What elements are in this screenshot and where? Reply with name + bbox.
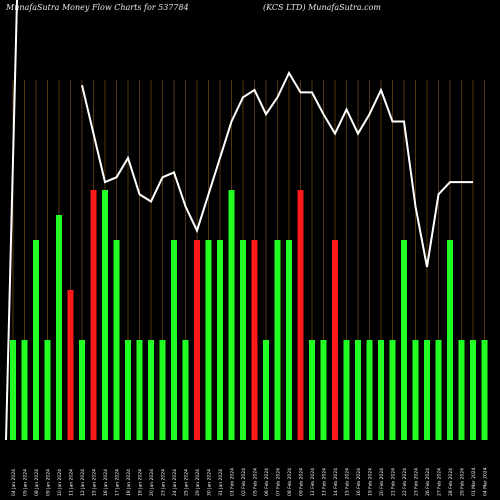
date-label: 12 Feb 2024 bbox=[310, 468, 316, 496]
bar bbox=[67, 290, 74, 440]
bar bbox=[401, 240, 407, 440]
date-label: 23 Jan 2024 bbox=[161, 469, 167, 496]
date-label: 05 Feb 2024 bbox=[253, 468, 259, 496]
bar bbox=[458, 340, 465, 440]
bar bbox=[148, 340, 154, 440]
bar bbox=[240, 240, 246, 440]
date-label: 02 Feb 2024 bbox=[241, 468, 247, 496]
date-label: 16 Jan 2024 bbox=[103, 469, 109, 496]
bar bbox=[286, 240, 292, 440]
date-label: 09 Jan 2024 bbox=[46, 469, 52, 496]
date-label: 08 Feb 2024 bbox=[287, 468, 293, 496]
bar bbox=[217, 240, 223, 440]
bar bbox=[355, 340, 361, 440]
date-label: 29 Feb 2024 bbox=[460, 468, 466, 496]
date-label: 08 Jan 2024 bbox=[34, 469, 40, 496]
date-label: 29 Jan 2024 bbox=[195, 469, 201, 496]
date-label: 25 Jan 2024 bbox=[184, 469, 190, 496]
bar bbox=[481, 340, 488, 440]
date-label: 12 Jan 2024 bbox=[80, 469, 86, 496]
bar bbox=[159, 340, 166, 440]
date-label: 10 Jan 2024 bbox=[57, 469, 63, 496]
bar bbox=[320, 340, 327, 440]
bar bbox=[113, 240, 120, 440]
flow-line bbox=[81, 70, 473, 268]
bar bbox=[79, 340, 85, 440]
bar bbox=[424, 340, 430, 440]
date-label: 04 Mar 2024 bbox=[483, 467, 489, 496]
date-label: 21 Feb 2024 bbox=[391, 468, 397, 496]
date-label: 28 Feb 2024 bbox=[448, 468, 454, 496]
bar bbox=[33, 240, 39, 440]
date-label: 22 Feb 2024 bbox=[402, 468, 408, 496]
date-label: 05 Jan 2024 bbox=[23, 469, 29, 496]
bar bbox=[136, 340, 143, 440]
date-label: 15 Feb 2024 bbox=[345, 468, 351, 496]
bar bbox=[389, 340, 396, 440]
date-label: 11 Jan 2024 bbox=[69, 469, 75, 496]
bar bbox=[378, 340, 384, 440]
date-label: 23 Feb 2024 bbox=[414, 468, 420, 496]
date-label: 07 Feb 2024 bbox=[276, 468, 282, 496]
chart-title: MunafaSutra Money Flow Charts for 537784 bbox=[6, 3, 189, 12]
bar bbox=[90, 190, 97, 440]
date-label: 30 Jan 2024 bbox=[207, 469, 213, 496]
chart-site-title: (KCS LTD) MunafaSutra.com bbox=[263, 3, 381, 12]
date-label: 18 Jan 2024 bbox=[126, 469, 132, 496]
bar bbox=[125, 340, 131, 440]
bar bbox=[205, 240, 212, 440]
date-label: 15 Jan 2024 bbox=[92, 469, 98, 496]
bar bbox=[21, 340, 28, 440]
bar bbox=[447, 240, 453, 440]
date-label: 20 Feb 2024 bbox=[379, 468, 385, 496]
date-label: 04 Jan 2024 bbox=[11, 469, 17, 496]
date-label: 01 Mar 2024 bbox=[471, 467, 477, 496]
date-label: 14 Feb 2024 bbox=[333, 468, 339, 496]
bar bbox=[366, 340, 373, 440]
date-label: 26 Feb 2024 bbox=[425, 468, 431, 496]
bar bbox=[263, 340, 269, 440]
bar bbox=[343, 340, 350, 440]
bar bbox=[194, 240, 200, 440]
date-label: 09 Feb 2024 bbox=[299, 468, 305, 496]
bar bbox=[309, 340, 315, 440]
bar bbox=[435, 340, 442, 440]
bar bbox=[10, 340, 16, 440]
date-label: 17 Jan 2024 bbox=[115, 469, 121, 496]
date-label: 31 Jan 2024 bbox=[218, 469, 224, 496]
bar bbox=[228, 190, 235, 440]
bar bbox=[412, 340, 419, 440]
date-label: 19 Feb 2024 bbox=[368, 468, 374, 496]
bar bbox=[102, 190, 108, 440]
date-label: 24 Jan 2024 bbox=[172, 469, 178, 496]
date-label: 06 Feb 2024 bbox=[264, 468, 270, 496]
date-label: 01 Feb 2024 bbox=[230, 468, 236, 496]
date-label: 27 Feb 2024 bbox=[437, 468, 443, 496]
bar bbox=[56, 215, 62, 440]
bar bbox=[44, 340, 51, 440]
bar bbox=[470, 340, 476, 440]
bar bbox=[274, 240, 281, 440]
date-label: 20 Jan 2024 bbox=[149, 469, 155, 496]
bar bbox=[182, 340, 189, 440]
date-label: 16 Feb 2024 bbox=[356, 468, 362, 496]
bar bbox=[171, 240, 177, 440]
bar bbox=[297, 190, 304, 440]
flow-line-lead bbox=[5, 0, 18, 441]
bar bbox=[332, 240, 338, 440]
bar bbox=[251, 240, 258, 440]
date-label: 19 Jan 2024 bbox=[138, 469, 144, 496]
date-label: 13 Feb 2024 bbox=[322, 468, 328, 496]
